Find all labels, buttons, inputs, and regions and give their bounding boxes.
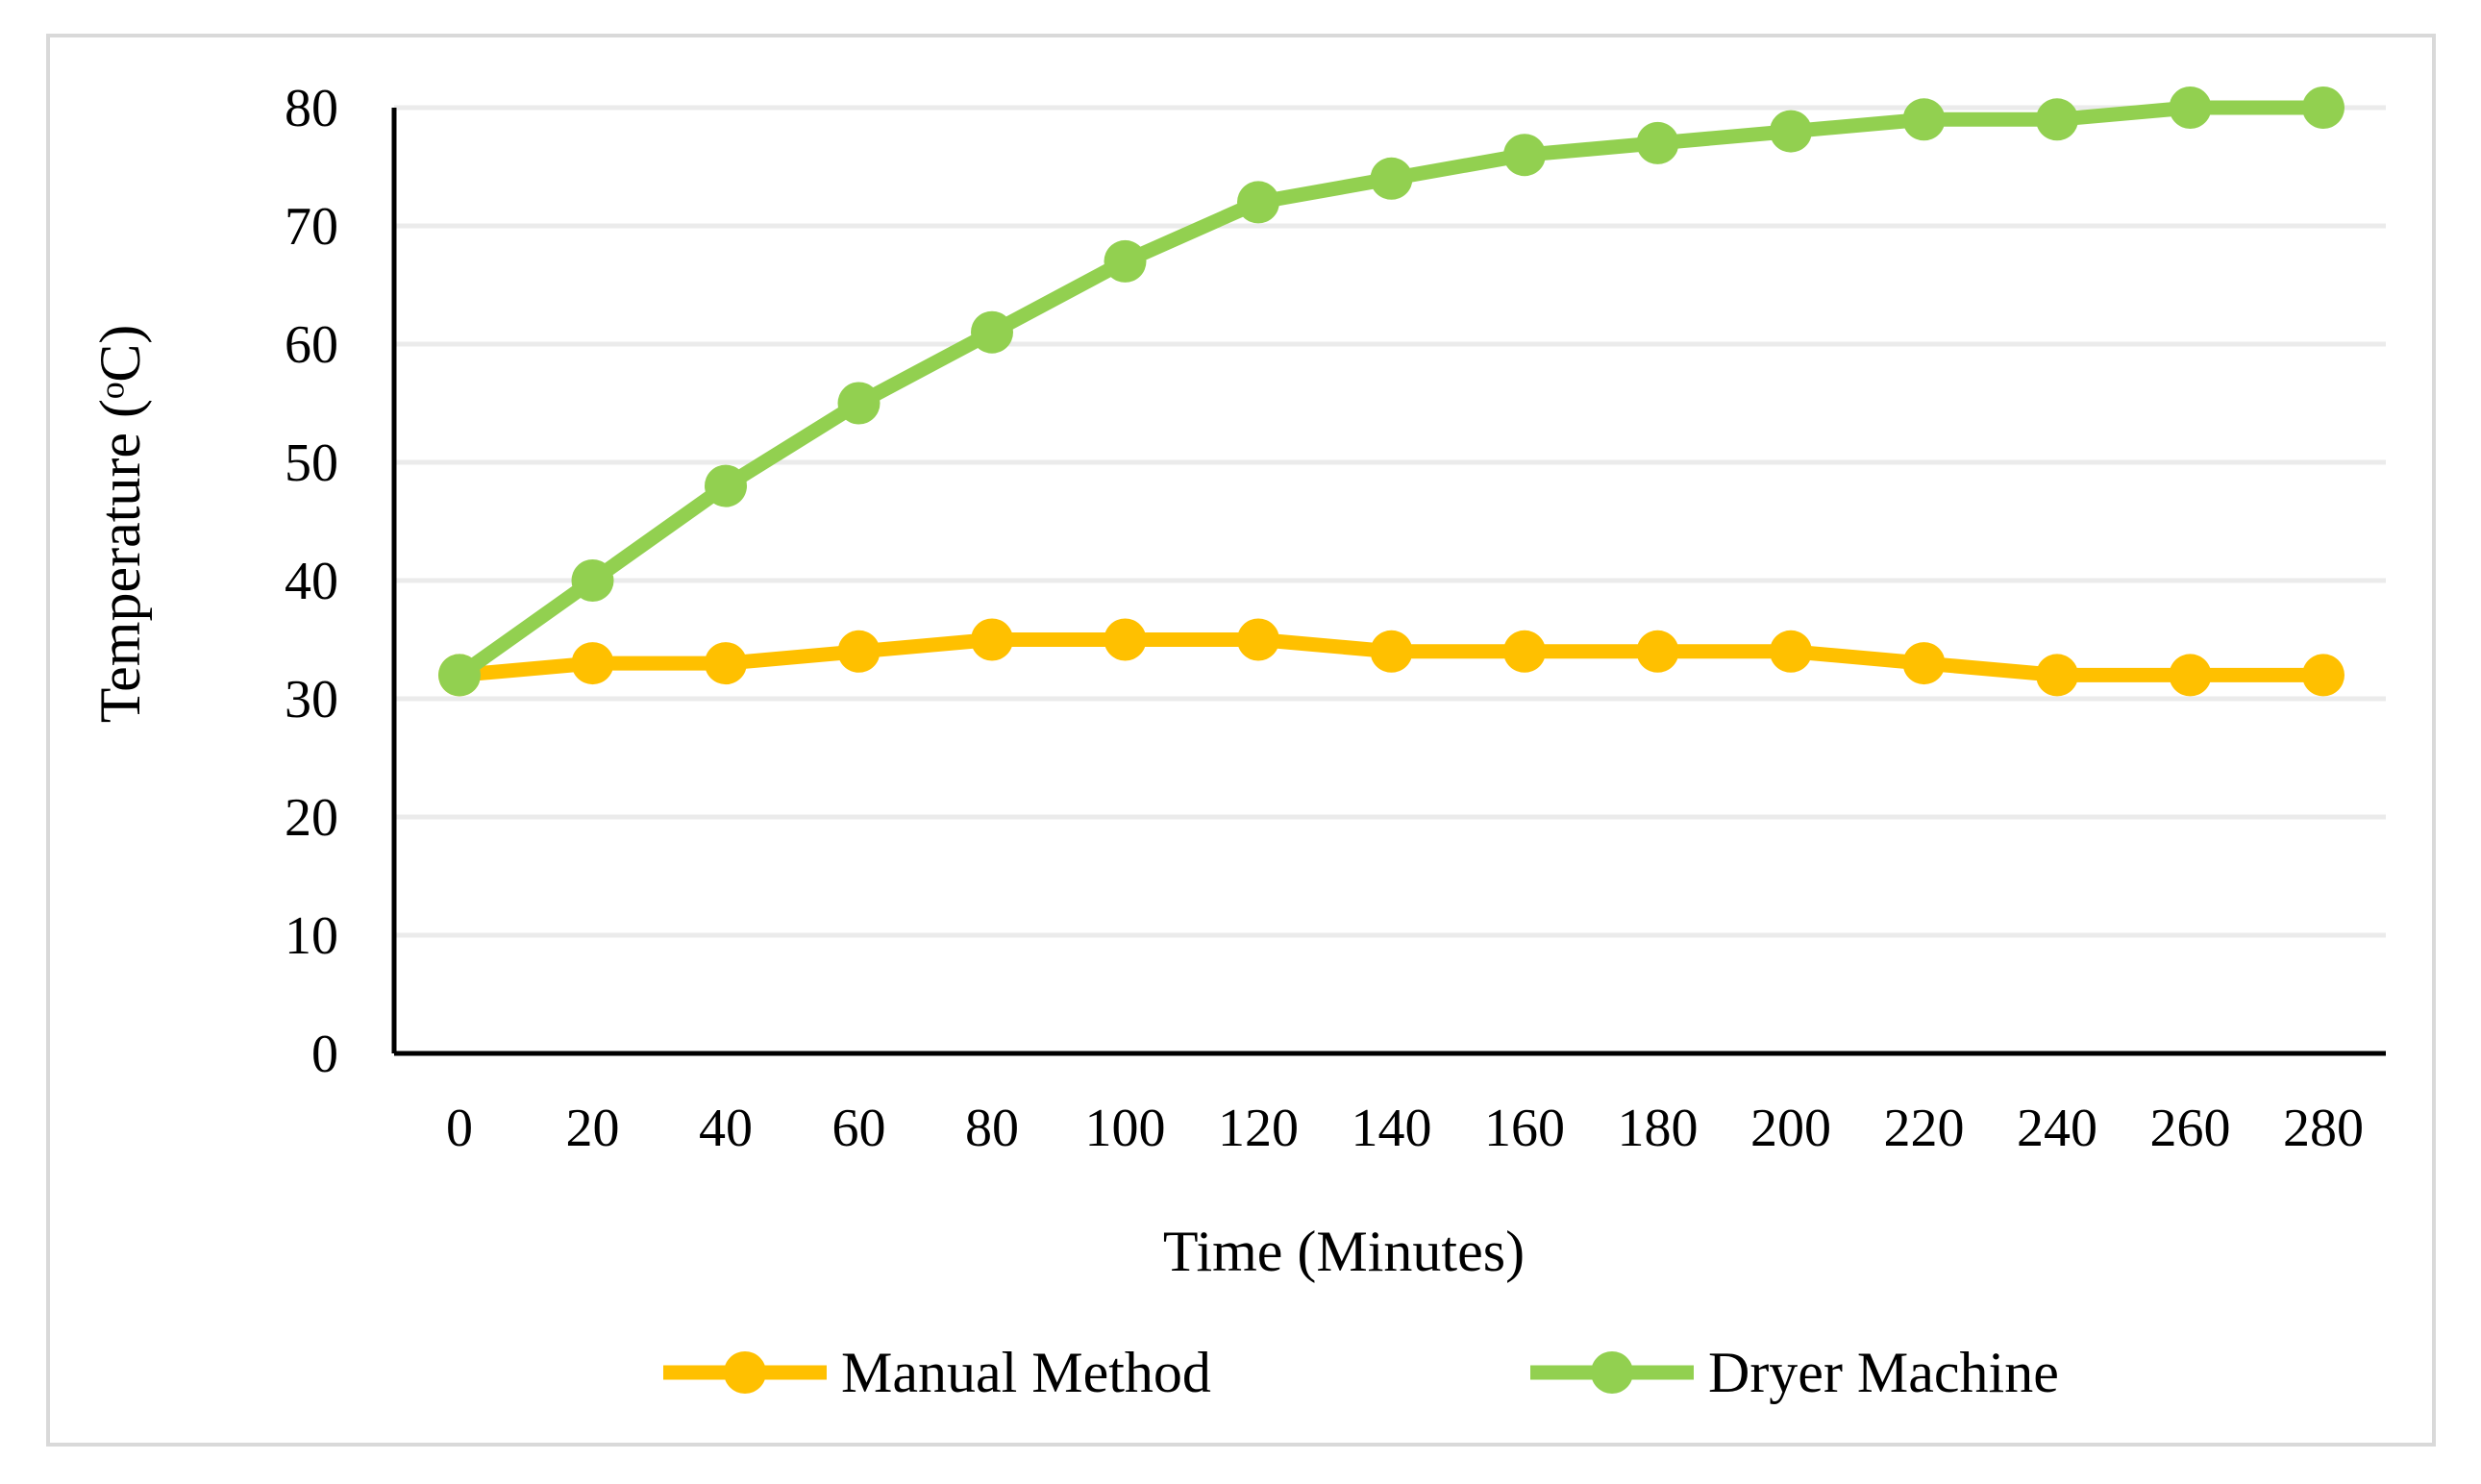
y-tick-label: 70 xyxy=(285,197,338,257)
legend-marker-manual-method xyxy=(724,1351,766,1394)
legend-label-manual-method: Manual Method xyxy=(841,1341,1211,1404)
y-tick-label: 40 xyxy=(285,552,338,611)
x-tick-label: 0 xyxy=(446,1099,473,1158)
data-point-dryer-machine xyxy=(1902,98,1946,141)
data-point-manual-method xyxy=(837,630,881,673)
data-point-manual-method xyxy=(571,642,614,685)
x-tick-label: 100 xyxy=(1085,1099,1166,1158)
data-point-dryer-machine xyxy=(571,559,614,602)
x-axis-title: Time (Minutes) xyxy=(1163,1220,1525,1283)
x-tick-label: 20 xyxy=(566,1099,620,1158)
series-lines xyxy=(438,87,2345,697)
y-tick-label: 0 xyxy=(311,1025,338,1084)
y-tick-label: 30 xyxy=(285,670,338,730)
x-tick-label: 120 xyxy=(1218,1099,1299,1158)
gridlines xyxy=(394,105,2386,938)
legend-label-dryer-machine: Dryer Machine xyxy=(1708,1341,2059,1404)
x-tick-label: 220 xyxy=(1884,1099,1965,1158)
data-point-manual-method xyxy=(1370,630,1413,673)
x-tick-label: 180 xyxy=(1618,1099,1699,1158)
y-tick-label: 50 xyxy=(285,433,338,493)
data-point-dryer-machine xyxy=(1104,239,1147,283)
x-tick-label: 200 xyxy=(1750,1099,1831,1158)
y-tick-label: 60 xyxy=(285,315,338,375)
data-point-manual-method xyxy=(1237,618,1279,661)
x-tick-label: 160 xyxy=(1484,1099,1565,1158)
data-point-manual-method xyxy=(2169,654,2212,697)
series-manual-method xyxy=(438,618,2345,697)
data-point-dryer-machine xyxy=(1636,121,1679,164)
y-tick-labels: 0 10 20 30 40 50 60 70 80 xyxy=(285,79,338,1084)
x-tick-label: 280 xyxy=(2283,1099,2364,1158)
data-point-dryer-machine xyxy=(2302,87,2345,129)
data-point-dryer-machine xyxy=(2036,98,2078,141)
x-tick-label: 140 xyxy=(1352,1099,1432,1158)
legend-item-manual-method: Manual Method xyxy=(663,1341,1211,1404)
data-point-dryer-machine xyxy=(837,382,881,425)
data-point-manual-method xyxy=(971,618,1013,661)
data-point-dryer-machine xyxy=(1770,110,1812,153)
data-point-manual-method xyxy=(1902,642,1946,685)
data-point-manual-method xyxy=(1104,618,1147,661)
x-tick-label: 60 xyxy=(832,1099,886,1158)
data-point-manual-method xyxy=(2036,654,2078,697)
x-tick-label: 260 xyxy=(2150,1099,2231,1158)
y-tick-label: 80 xyxy=(285,79,338,138)
data-point-dryer-machine xyxy=(438,654,481,697)
data-point-dryer-machine xyxy=(1237,181,1279,224)
data-point-dryer-machine xyxy=(1370,157,1413,200)
chart-frame xyxy=(46,34,2436,1447)
series-dryer-machine xyxy=(438,87,2345,697)
legend-marker-dryer-machine xyxy=(1591,1351,1633,1394)
data-point-manual-method xyxy=(1636,630,1679,673)
x-tick-labels: 0 20 40 60 80 100 120 140 160 180 200 220 240 260 280 xyxy=(446,1099,2364,1158)
data-point-dryer-machine xyxy=(705,464,747,507)
legend: Manual Method Dryer Machine xyxy=(663,1341,2059,1404)
x-tick-label: 40 xyxy=(699,1099,753,1158)
x-tick-label: 240 xyxy=(2017,1099,2097,1158)
data-point-dryer-machine xyxy=(1503,134,1546,177)
legend-item-dryer-machine: Dryer Machine xyxy=(1530,1341,2059,1404)
x-tick-label: 80 xyxy=(965,1099,1019,1158)
y-axis-title: Temperature (ᵒC) xyxy=(88,325,152,724)
y-tick-label: 10 xyxy=(285,906,338,966)
axes xyxy=(391,108,2386,1056)
data-point-manual-method xyxy=(1770,630,1812,673)
data-point-manual-method xyxy=(705,642,747,685)
data-point-dryer-machine xyxy=(971,310,1013,354)
data-point-dryer-machine xyxy=(2169,87,2212,129)
data-point-manual-method xyxy=(1503,630,1546,673)
data-point-manual-method xyxy=(2302,654,2345,697)
y-tick-label: 20 xyxy=(285,788,338,848)
